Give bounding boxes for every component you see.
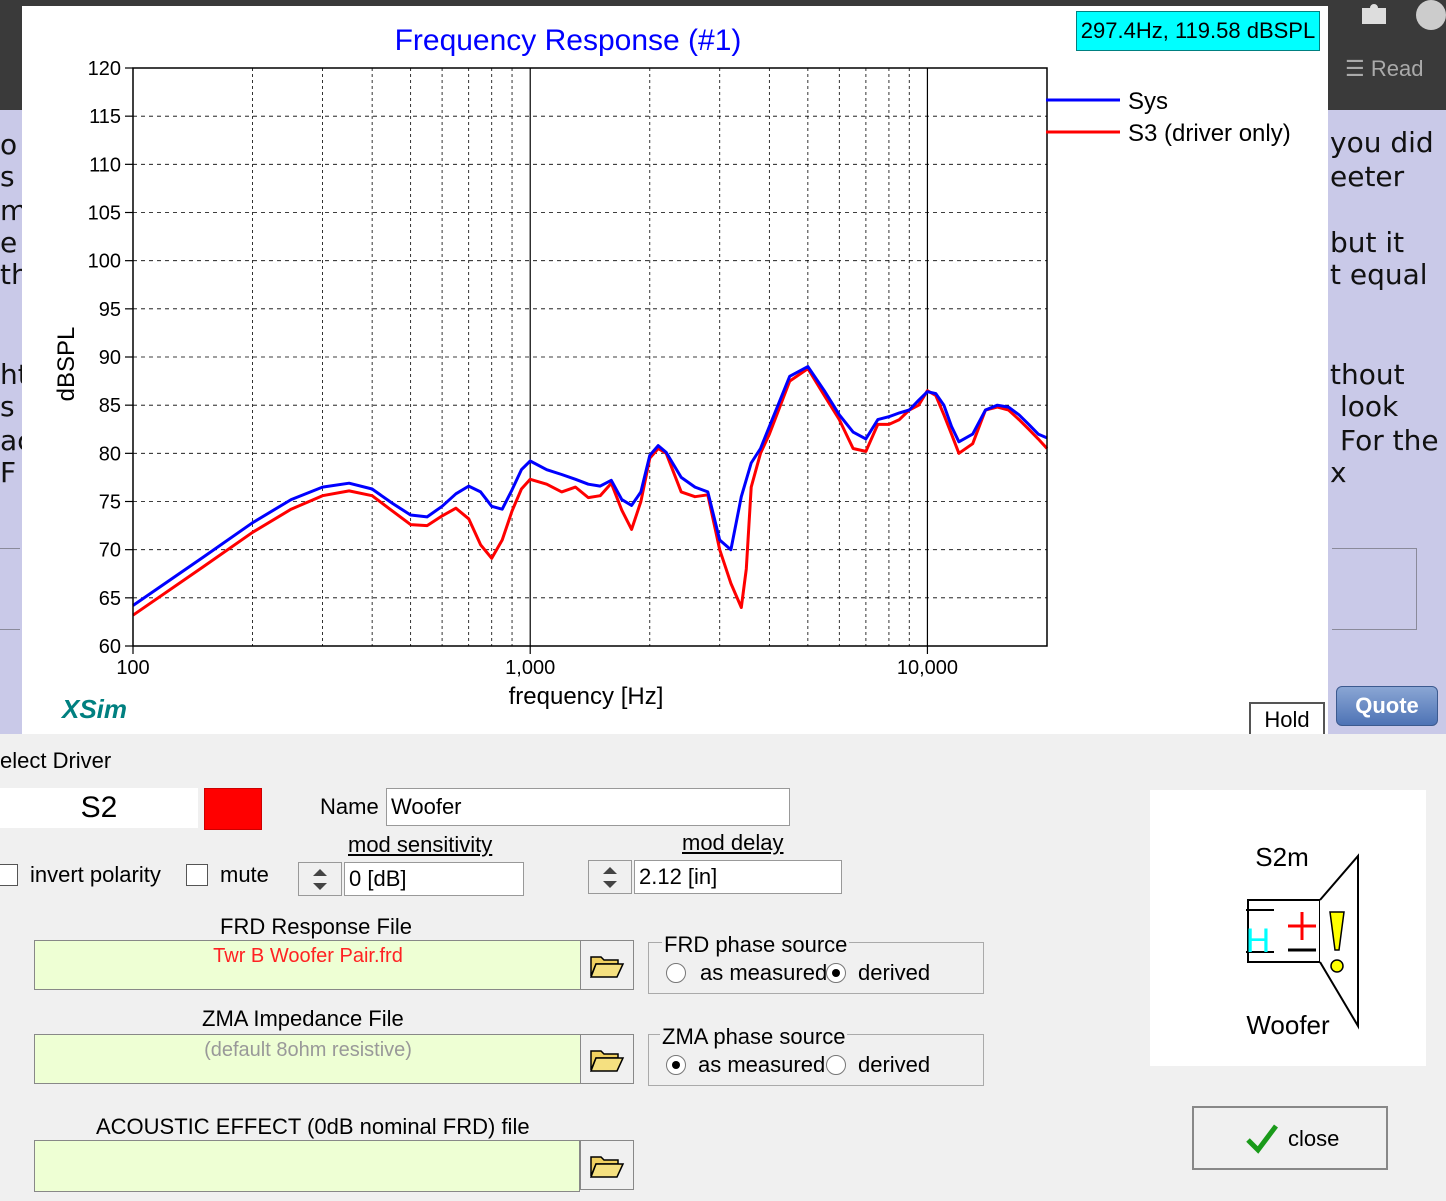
y-tick-label: 60	[99, 636, 121, 658]
list-icon: ☰	[1345, 56, 1371, 81]
post-box-border	[1332, 548, 1417, 630]
polarity-plus-icon	[1288, 912, 1316, 940]
invert-polarity-checkbox[interactable]	[0, 864, 18, 886]
driver-symbol-panel: S2m H Woofer	[1150, 790, 1426, 1066]
quote-button[interactable]: Quote	[1336, 686, 1438, 726]
panel-driver-name: Woofer	[1246, 1010, 1330, 1040]
post-text-fragment: t equal	[1330, 258, 1428, 291]
frd-browse-button[interactable]	[580, 940, 634, 990]
y-tick-label: 85	[99, 395, 121, 417]
legend-label: Sys	[1128, 88, 1168, 115]
panel-driver-id: S2m	[1255, 842, 1308, 872]
read-label: Read	[1370, 56, 1424, 81]
zma-as-measured-radio[interactable]	[666, 1055, 686, 1075]
post-text-fragment: look	[1340, 390, 1399, 423]
post-text-fragment: but it	[1330, 226, 1405, 259]
frequency-response-window: Frequency Response (#1) 60 65 70 75 80 85 90 95…	[22, 6, 1328, 734]
cursor-readout: 297.4Hz, 119.58 dBSPL	[1076, 11, 1320, 51]
xsim-brand: XSim	[60, 694, 127, 724]
folder-open-icon	[589, 1156, 625, 1178]
series-line-sys	[132, 365, 1048, 607]
post-text-fragment: you did	[1330, 126, 1434, 159]
speaker-icon	[1246, 853, 1359, 1030]
x-tick-label: 1,000	[505, 657, 555, 679]
mute-label: mute	[220, 862, 269, 887]
y-tick-label: 90	[99, 347, 121, 369]
driver-color-swatch[interactable]	[204, 788, 262, 830]
zma-phase-title: ZMA phase source	[660, 1024, 848, 1050]
frequency-response-chart: Frequency Response (#1) 60 65 70 75 80 85 90 95…	[53, 24, 1291, 724]
zma-label: ZMA Impedance File	[202, 1006, 404, 1031]
close-button[interactable]: close	[1192, 1106, 1388, 1170]
invert-polarity-label: invert polarity	[30, 862, 161, 887]
post-text-fragment: thout	[1330, 358, 1405, 391]
y-tick-label: 115	[89, 106, 121, 128]
post-box-border-left	[0, 548, 20, 630]
post-text-fragment: o	[0, 128, 18, 161]
post-text-fragment: x	[1330, 456, 1347, 489]
zma-derived-label: derived	[858, 1052, 931, 1077]
driver-id: S2	[0, 788, 198, 828]
y-tick-label: 110	[89, 154, 121, 176]
y-tick-label: 75	[99, 492, 121, 514]
frd-derived-label: derived	[858, 960, 931, 985]
mod-sensitivity-spinner[interactable]	[298, 862, 342, 896]
y-axis-label: dBSPL	[53, 327, 80, 402]
acoustic-effect-label: ACOUSTIC EFFECT (0dB nominal FRD) file	[96, 1114, 530, 1139]
name-field[interactable]: Woofer	[386, 788, 790, 826]
legend-label: S3 (driver only)	[1128, 120, 1291, 147]
frd-derived-radio[interactable]	[826, 963, 846, 983]
frd-file-field[interactable]: Twr B Woofer Pair.frd	[34, 940, 582, 990]
frd-phase-title: FRD phase source	[662, 932, 850, 958]
mod-delay-label: mod delay	[682, 830, 784, 855]
folder-open-icon	[589, 1050, 625, 1072]
y-tick-label: 95	[99, 299, 121, 321]
series-line-s3-driver-only-	[132, 367, 1049, 617]
acoustic-effect-file-field[interactable]	[34, 1140, 580, 1192]
hold-button[interactable]: Hold	[1249, 702, 1325, 738]
post-text-fragment: s	[0, 390, 15, 423]
mod-sensitivity-label: mod sensitivity	[348, 832, 493, 857]
y-tick-label: 105	[88, 203, 121, 225]
zma-as-measured-label: as measured	[698, 1052, 826, 1077]
y-tick-label: 70	[99, 540, 121, 562]
zma-file-field[interactable]: (default 8ohm resistive)	[34, 1034, 582, 1084]
mute-checkbox[interactable]	[186, 864, 208, 886]
x-tick-label: 100	[116, 657, 149, 679]
y-tick-label: 120	[88, 58, 121, 80]
zma-browse-button[interactable]	[580, 1034, 634, 1084]
post-text-fragment: s	[0, 160, 15, 193]
acoustic-browse-button[interactable]	[580, 1140, 634, 1190]
zma-derived-radio[interactable]	[826, 1055, 846, 1075]
close-label: close	[1288, 1126, 1340, 1151]
frd-label: FRD Response File	[220, 914, 412, 939]
warning-icon	[1329, 911, 1345, 973]
panel-h: H	[1246, 922, 1271, 960]
name-label: Name	[320, 794, 379, 819]
avatar[interactable]	[1416, 0, 1446, 30]
chart-title: Frequency Response (#1)	[395, 24, 742, 57]
dialog-title: elect Driver	[0, 748, 112, 773]
reader-mode-button[interactable]: ☰ Read	[1345, 56, 1423, 82]
x-tick-label: 10,000	[897, 657, 958, 679]
checkmark-icon	[1246, 1124, 1278, 1154]
mod-delay-spinner[interactable]	[588, 860, 632, 894]
post-text-fragment: eeter	[1330, 160, 1405, 193]
x-axis-label: frequency [Hz]	[509, 683, 664, 710]
extensions-icon[interactable]	[1358, 0, 1390, 26]
y-tick-label: 65	[99, 588, 121, 610]
mod-delay-field[interactable]: 2.12 [in]	[634, 860, 842, 894]
y-tick-label: 100	[88, 251, 121, 273]
frd-as-measured-label: as measured	[700, 960, 828, 985]
post-text-fragment: For the	[1340, 424, 1439, 457]
frd-as-measured-radio[interactable]	[666, 963, 686, 983]
y-tick-label: 80	[99, 443, 121, 465]
folder-open-icon	[589, 956, 625, 978]
mod-sensitivity-field[interactable]: 0 [dB]	[344, 862, 524, 896]
